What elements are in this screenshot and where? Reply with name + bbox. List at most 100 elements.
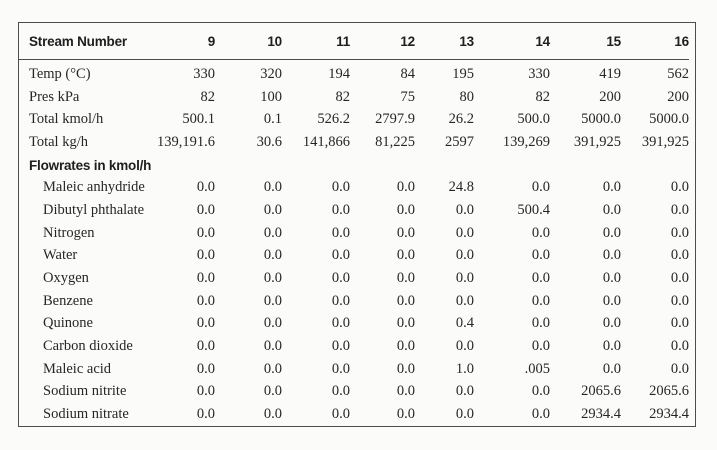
- value-cell: 0.0: [331, 406, 350, 423]
- value-cell: 0.0: [331, 247, 350, 264]
- component-label: Sodium nitrate: [43, 406, 129, 423]
- value-cell: 0.0: [396, 315, 415, 332]
- value-cell: 194: [328, 65, 350, 82]
- value-cell: 0.0: [531, 179, 550, 196]
- property-label: Total kmol/h: [29, 111, 104, 128]
- value-cell: 500.4: [517, 201, 550, 218]
- table-row: Quinone 0.0 0.0 0.0 0.0 0.4 0.0 0.0 0.0: [19, 313, 689, 336]
- value-cell: 0.0: [602, 179, 621, 196]
- value-cell: 2797.9: [375, 111, 415, 128]
- value-cell: 139,269: [502, 133, 550, 150]
- stream-number-header: Stream Number: [19, 23, 153, 60]
- value-cell: 0.0: [531, 224, 550, 241]
- stream-column-header: 12: [350, 23, 415, 60]
- value-cell: 0.0: [602, 270, 621, 287]
- value-cell: 0.0: [602, 224, 621, 241]
- table-row: Oxygen 0.0 0.0 0.0 0.0 0.0 0.0 0.0 0.0: [19, 267, 689, 290]
- value-cell: 0.0: [670, 224, 689, 241]
- value-cell: 0.0: [531, 315, 550, 332]
- value-cell: 0.0: [531, 383, 550, 400]
- value-cell: 0.0: [455, 383, 474, 400]
- value-cell: 0.0: [531, 338, 550, 355]
- value-cell: 320: [260, 65, 282, 82]
- value-cell: 0.0: [396, 270, 415, 287]
- value-cell: 0.0: [602, 315, 621, 332]
- value-cell: 0.0: [531, 292, 550, 309]
- value-cell: 0.0: [331, 270, 350, 287]
- value-cell: 0.0: [396, 406, 415, 423]
- value-cell: 2065.6: [581, 383, 621, 400]
- component-label: Nitrogen: [43, 224, 95, 241]
- value-cell: 0.0: [196, 201, 215, 218]
- value-cell: 2065.6: [649, 383, 689, 400]
- value-cell: 0.0: [263, 201, 282, 218]
- component-label: Maleic anhydride: [43, 179, 145, 196]
- value-cell: 0.0: [602, 338, 621, 355]
- value-cell: 0.0: [263, 360, 282, 377]
- value-cell: 0.0: [396, 224, 415, 241]
- value-cell: 80: [459, 88, 475, 105]
- component-label: Maleic acid: [43, 360, 112, 377]
- value-cell: 75: [400, 88, 416, 105]
- value-cell: 0.0: [455, 201, 474, 218]
- table-row: Nitrogen 0.0 0.0 0.0 0.0 0.0 0.0 0.0 0.0: [19, 222, 689, 245]
- value-cell: 0.0: [331, 292, 350, 309]
- stream-column-header: 10: [215, 23, 282, 60]
- value-cell: 82: [200, 88, 216, 105]
- value-cell: 24.8: [448, 179, 474, 196]
- value-cell: 0.0: [331, 315, 350, 332]
- value-cell: 30.6: [256, 133, 282, 150]
- value-cell: 330: [528, 65, 550, 82]
- value-cell: 0.1: [263, 111, 282, 128]
- value-cell: 0.0: [531, 270, 550, 287]
- flowrates-section-label: Flowrates in kmol/h: [29, 157, 152, 173]
- table-row: Benzene 0.0 0.0 0.0 0.0 0.0 0.0 0.0 0.0: [19, 290, 689, 313]
- value-cell: 0.0: [196, 270, 215, 287]
- component-label: Sodium nitrite: [43, 383, 127, 400]
- stream-column-header: 11: [282, 23, 350, 60]
- value-cell: 0.0: [602, 201, 621, 218]
- value-cell: 562: [667, 65, 689, 82]
- value-cell: 0.0: [670, 315, 689, 332]
- value-cell: 0.0: [263, 383, 282, 400]
- value-cell: 0.0: [670, 247, 689, 264]
- value-cell: 0.0: [331, 383, 350, 400]
- stream-column-header: 14: [474, 23, 550, 60]
- stream-column-header: 9: [153, 23, 215, 60]
- stream-column-header: 13: [415, 23, 474, 60]
- value-cell: 82: [335, 88, 351, 105]
- value-cell: 200: [599, 88, 621, 105]
- table-row: Maleic anhydride 0.0 0.0 0.0 0.0 24.8 0.0 0.0 0.…: [19, 176, 689, 199]
- component-label: Carbon dioxide: [43, 338, 133, 355]
- value-cell: 0.0: [196, 292, 215, 309]
- value-cell: 391,925: [573, 133, 621, 150]
- value-cell: 0.0: [670, 360, 689, 377]
- value-cell: 0.0: [331, 224, 350, 241]
- property-label: Temp (°C): [29, 65, 91, 82]
- table-row: Carbon dioxide 0.0 0.0 0.0 0.0 0.0 0.0 0.0 0.0: [19, 335, 689, 358]
- value-cell: 0.0: [196, 224, 215, 241]
- stream-summary-table: Stream Number 9 10 11 12 13 14 15 16 Temp (°C) 3…: [19, 23, 689, 426]
- table-row: Maleic acid 0.0 0.0 0.0 0.0 1.0 .005 0.0 0.0: [19, 358, 689, 381]
- value-cell: 0.0: [396, 201, 415, 218]
- table-row: Water 0.0 0.0 0.0 0.0 0.0 0.0 0.0 0.0: [19, 245, 689, 268]
- value-cell: 0.0: [455, 406, 474, 423]
- value-cell: 0.0: [670, 338, 689, 355]
- value-cell: 5000.0: [649, 111, 689, 128]
- value-cell: 0.0: [602, 247, 621, 264]
- value-cell: 0.0: [670, 201, 689, 218]
- value-cell: 139,191.6: [157, 133, 215, 150]
- flowrates-section-row: Flowrates in kmol/h: [19, 154, 689, 177]
- value-cell: 0.0: [263, 292, 282, 309]
- stream-column-header: 15: [550, 23, 621, 60]
- value-cell: 0.0: [263, 179, 282, 196]
- value-cell: 0.0: [531, 406, 550, 423]
- value-cell: 419: [599, 65, 621, 82]
- value-cell: 0.0: [670, 179, 689, 196]
- value-cell: 26.2: [448, 111, 474, 128]
- stream-column-header: 16: [621, 23, 689, 60]
- table-row: Dibutyl phthalate 0.0 0.0 0.0 0.0 0.0 500.4 0.0…: [19, 199, 689, 222]
- value-cell: 0.0: [455, 224, 474, 241]
- value-cell: 82: [535, 88, 551, 105]
- value-cell: 0.0: [396, 338, 415, 355]
